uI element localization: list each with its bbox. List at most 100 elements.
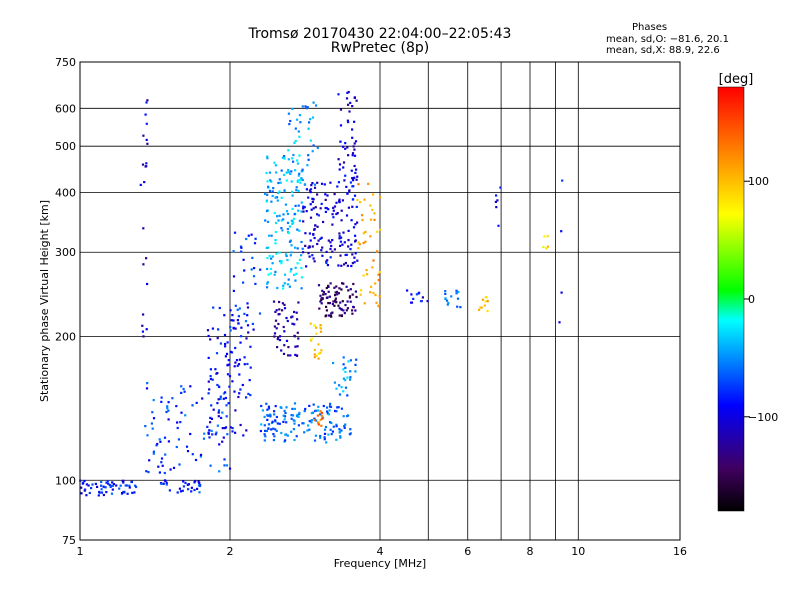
data-point-8-17 [277,322,280,326]
data-point-7-36 [277,219,280,222]
data-point-8-9 [297,337,300,340]
data-point-12-3 [347,103,350,106]
data-point-7-125 [267,185,270,188]
data-point-5-6 [240,250,243,253]
data-point-7-119 [294,204,297,207]
data-point-3-58 [167,440,170,443]
data-point-0-54 [100,480,103,484]
data-point-2-19 [146,99,149,102]
data-point-3-56 [148,459,151,462]
data-point-7-33 [283,173,286,176]
data-point-11-17 [303,183,306,186]
data-point-9-110 [341,243,344,246]
data-point-9-57 [331,213,334,216]
data-point-9-11 [340,209,343,212]
data-point-4-55 [239,423,242,427]
data-point-7-28 [293,273,296,276]
data-point-2-18 [142,227,145,230]
data-point-4-9 [234,431,237,434]
data-point-6-80 [282,420,285,423]
data-point-7-115 [279,181,282,184]
data-point-13-11 [347,360,350,363]
data-point-6-145 [330,433,333,436]
data-point-10-63 [329,282,332,285]
data-point-6-53 [265,402,268,405]
data-point-9-56 [347,229,350,232]
data-point-5-1 [242,281,245,284]
data-point-3-17 [191,404,194,407]
data-point-10-68 [351,293,354,296]
data-point-7-20 [294,246,297,249]
data-point-6-72 [267,427,270,430]
data-point-4-57 [212,408,215,411]
data-point-7-129 [271,255,274,258]
data-point-20-3 [497,224,500,227]
data-point-9-144 [356,221,359,224]
data-point-4-39 [239,388,242,391]
data-point-12-41 [346,91,349,94]
data-point-16-15 [364,240,367,243]
data-point-4-16 [245,337,248,340]
data-point-2-1 [143,181,146,184]
data-point-7-145 [280,260,283,263]
data-point-3-4 [201,397,204,400]
data-point-6-129 [344,423,347,426]
data-point-4-81 [228,375,232,378]
data-point-9-26 [325,260,328,263]
data-point-16-34 [373,218,376,221]
data-point-7-136 [285,171,288,174]
data-point-6-87 [323,428,327,431]
data-point-7-102 [300,201,303,204]
data-point-4-64 [226,364,229,367]
data-point-6-121 [283,409,286,412]
data-point-2-16 [142,134,145,137]
data-point-4-3 [237,363,241,366]
data-point-6-27 [297,424,300,427]
data-point-7-126 [267,246,270,249]
data-point-7-91 [292,217,296,220]
data-point-8-42 [285,316,288,320]
data-point-6-99 [343,425,346,428]
data-point-3-15 [224,396,227,400]
data-point-7-122 [276,215,279,218]
data-point-17-6 [419,300,423,303]
data-point-9-87 [308,189,311,192]
data-point-0-18 [131,491,134,494]
data-point-9-48 [307,246,310,249]
data-point-16-29 [359,201,362,204]
data-point-11-26 [309,139,312,142]
data-point-0-25 [102,493,105,497]
data-point-7-71 [266,267,269,271]
data-point-6-55 [319,436,322,439]
data-point-7-38 [296,262,299,265]
data-point-6-127 [274,405,277,408]
data-point-6-1 [260,423,263,426]
data-point-13-5 [342,356,345,359]
data-point-14-0 [313,356,316,359]
data-point-15-5 [317,423,320,426]
colorbar-tick-label-2: −100 [748,411,778,424]
data-point-10-44 [317,284,321,287]
data-point-10-60 [320,302,323,305]
data-point-17-11 [426,300,429,303]
data-point-9-14 [316,181,319,184]
data-point-15-7 [320,424,323,427]
data-point-7-77 [274,270,277,273]
data-point-6-2 [340,407,343,410]
data-point-15-1 [319,410,322,413]
data-point-10-62 [325,286,328,290]
data-point-3-64 [225,464,229,467]
data-point-4-87 [229,426,232,429]
data-point-7-98 [266,193,269,196]
data-point-7-83 [287,158,290,161]
data-point-9-63 [339,254,342,257]
data-point-22-3 [561,179,564,182]
data-point-19-4 [483,304,486,307]
data-point-18-2 [444,292,447,295]
data-point-7-12 [269,267,272,270]
data-point-3-11 [207,431,210,434]
data-point-6-48 [273,410,276,413]
data-point-5-34 [238,307,241,310]
data-point-9-38 [321,254,324,257]
data-point-16-12 [375,301,378,304]
